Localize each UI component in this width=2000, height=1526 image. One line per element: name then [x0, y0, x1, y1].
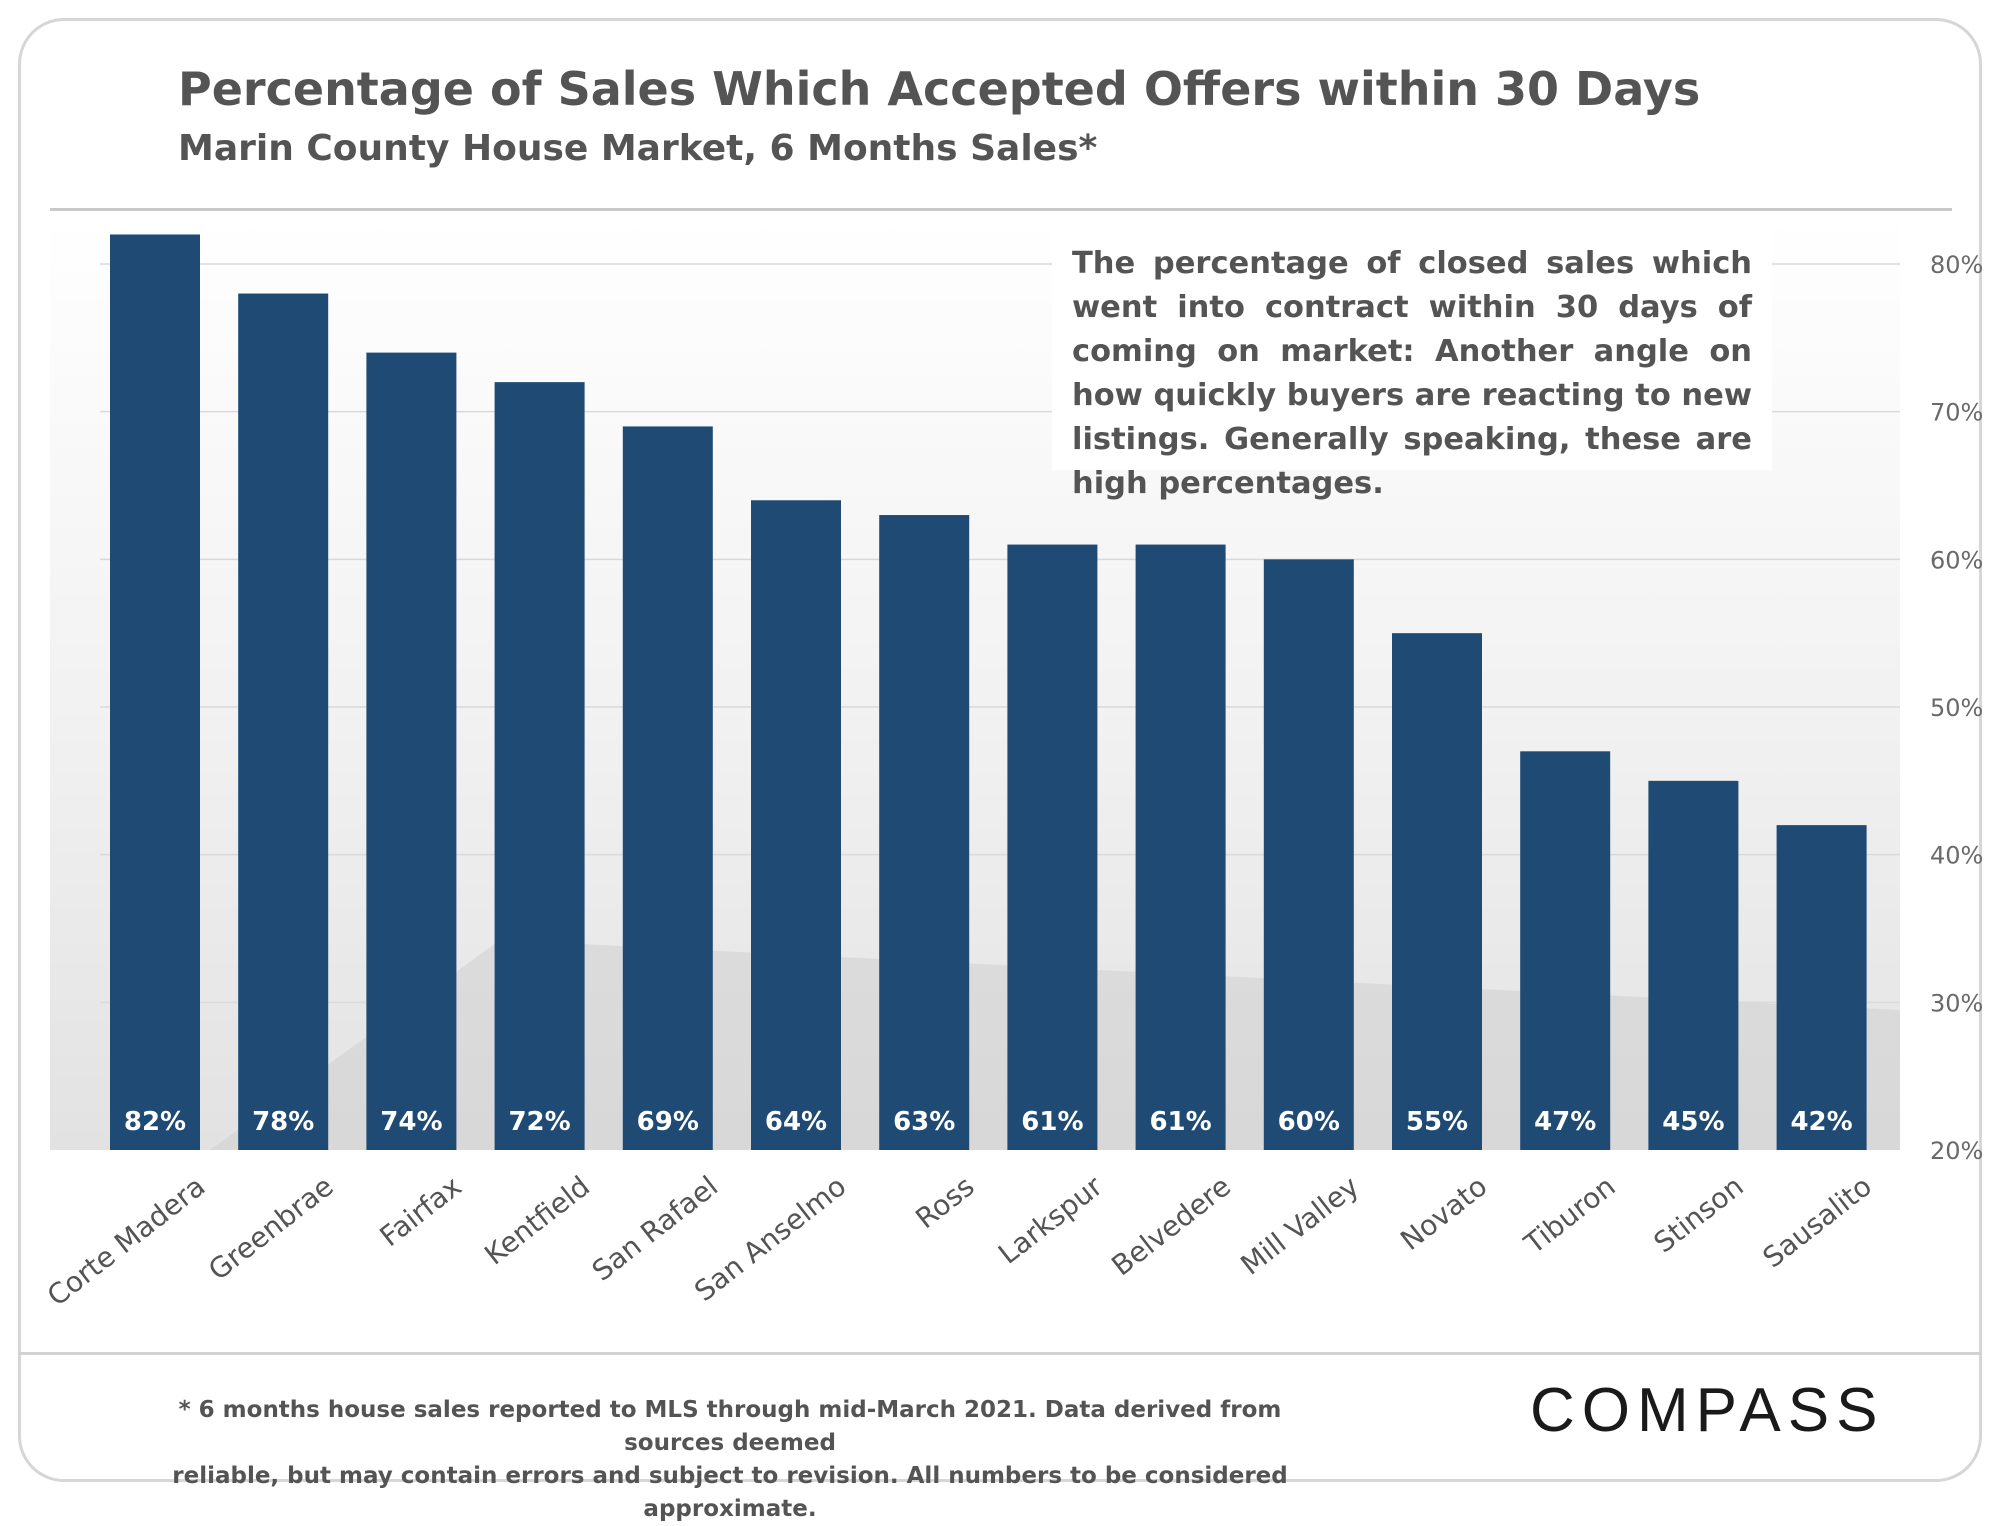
- bar: [238, 293, 329, 1150]
- category-label: Fairfax: [374, 1170, 468, 1254]
- bar: [366, 352, 457, 1151]
- category-label: Mill Valley: [1235, 1170, 1366, 1282]
- bar: [622, 426, 713, 1150]
- category-label: Novato: [1394, 1170, 1493, 1258]
- bar-value-label: 61%: [1149, 1107, 1211, 1137]
- bar: [1263, 559, 1354, 1150]
- category-label: Stinson: [1648, 1170, 1750, 1260]
- y-tick-label: 70%: [1930, 399, 1983, 427]
- footer-divider: [18, 1352, 1982, 1355]
- header-divider: [50, 208, 1952, 211]
- bar-value-label: 74%: [380, 1107, 442, 1137]
- category-label: Sausalito: [1757, 1170, 1878, 1275]
- bar-value-label: 42%: [1790, 1107, 1852, 1137]
- category-label: Corte Madera: [41, 1170, 211, 1313]
- bar-value-label: 63%: [893, 1107, 955, 1137]
- category-label: Belvedere: [1105, 1170, 1237, 1283]
- category-label: Tiburon: [1517, 1170, 1621, 1261]
- footnote: * 6 months house sales reported to MLS t…: [150, 1394, 1310, 1526]
- category-label: Larkspur: [992, 1169, 1109, 1270]
- y-tick-label: 40%: [1930, 842, 1983, 870]
- y-tick-label: 50%: [1930, 694, 1983, 722]
- page-title: Percentage of Sales Which Accepted Offer…: [178, 62, 1701, 116]
- bar: [494, 382, 585, 1151]
- annotation-box: The percentage of closed sales which wen…: [1052, 230, 1772, 501]
- bar-value-label: 47%: [1534, 1107, 1596, 1137]
- y-tick-label: 20%: [1930, 1137, 1983, 1165]
- bar: [1776, 825, 1867, 1150]
- bar: [751, 500, 841, 1150]
- y-tick-label: 80%: [1930, 251, 1983, 279]
- category-label: Greenbrae: [202, 1170, 339, 1287]
- y-tick-label: 30%: [1930, 989, 1983, 1017]
- bar: [1135, 544, 1226, 1150]
- bar: [879, 515, 970, 1150]
- bar-value-label: 55%: [1406, 1107, 1468, 1137]
- y-tick-label: 60%: [1930, 546, 1983, 574]
- category-label: Kentfield: [478, 1170, 596, 1272]
- bar-value-label: 82%: [124, 1107, 186, 1137]
- bar-value-label: 78%: [252, 1107, 314, 1137]
- compass-logo: COMPASS: [1530, 1376, 1885, 1445]
- bar-value-label: 64%: [765, 1107, 827, 1137]
- page-subtitle: Marin County House Market, 6 Months Sale…: [178, 128, 1098, 169]
- bar: [1392, 633, 1482, 1150]
- bar-value-label: 72%: [508, 1107, 570, 1137]
- footnote-line-1: * 6 months house sales reported to MLS t…: [178, 1397, 1282, 1456]
- bar-value-label: 45%: [1662, 1107, 1724, 1137]
- bar-value-label: 61%: [1021, 1107, 1083, 1137]
- bar-value-label: 69%: [637, 1107, 699, 1137]
- bar-value-label: 60%: [1278, 1107, 1340, 1137]
- category-label: Ross: [909, 1170, 980, 1236]
- bar: [1648, 780, 1739, 1150]
- footnote-line-2: reliable, but may contain errors and sub…: [172, 1463, 1288, 1522]
- bar: [110, 234, 200, 1150]
- bar: [1520, 751, 1611, 1150]
- bar: [1007, 544, 1098, 1150]
